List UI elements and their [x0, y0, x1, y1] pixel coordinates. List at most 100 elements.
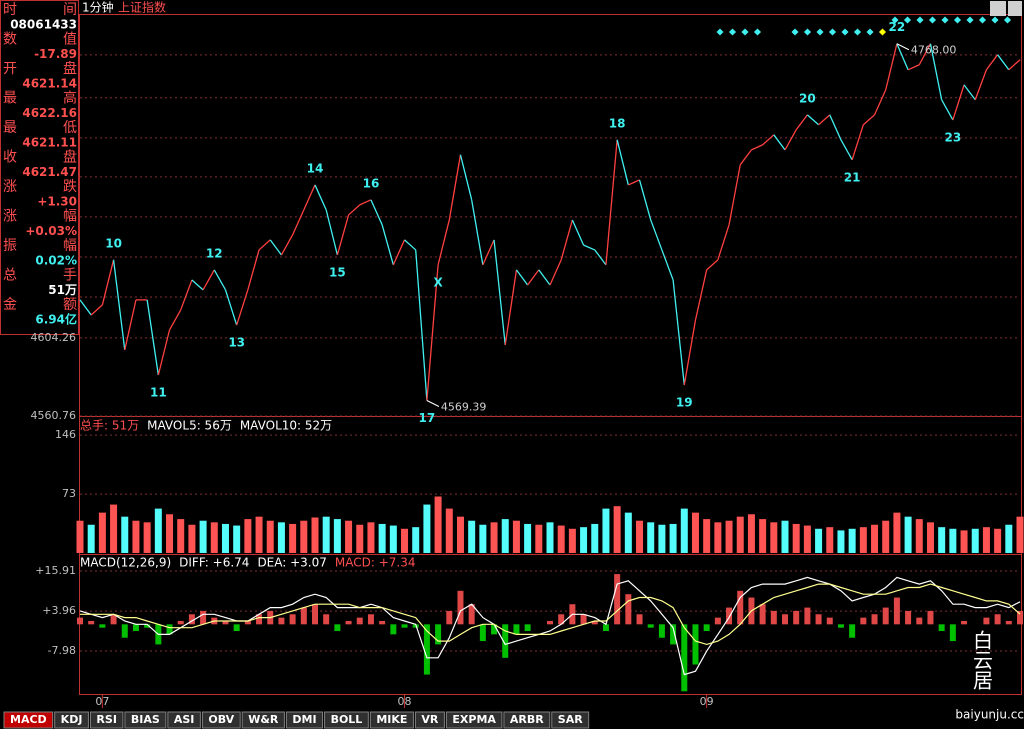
period[interactable]: 1分钟: [82, 0, 114, 15]
indicator-tab[interactable]: KDJ: [54, 711, 89, 729]
macd-bar: [547, 620, 553, 625]
info-value: 4621.11: [22, 136, 77, 150]
volume-bar: [747, 514, 755, 553]
tool-icon[interactable]: [990, 1, 1006, 16]
macd-bar: [278, 617, 285, 625]
macd-bar: [88, 620, 95, 625]
macd-bar: [826, 617, 833, 625]
price-segment: [482, 239, 495, 266]
price-segment: [706, 259, 719, 271]
volume-bar: [221, 523, 229, 553]
price-segment: [862, 114, 875, 126]
price-segment: [762, 134, 775, 146]
volume-bar: [512, 520, 520, 553]
indicator-tab[interactable]: W&R: [241, 711, 285, 729]
price-segment: [191, 279, 204, 291]
tab-label[interactable]: ASI: [174, 713, 195, 726]
info-value: 4621.14: [22, 77, 77, 91]
signal-dot: [978, 16, 987, 24]
macd-bar: [457, 590, 464, 625]
indicator-tab[interactable]: ARBR: [503, 711, 551, 729]
macd-bar: [121, 624, 128, 638]
macd-bar: [614, 574, 621, 625]
macd-bar: [893, 597, 900, 625]
indicator-tab[interactable]: BIAS: [124, 711, 167, 729]
tab-background: [285, 711, 324, 729]
price-segment: [661, 249, 674, 281]
signal-dot: [966, 16, 974, 24]
price-segment: [224, 289, 238, 326]
volume-bar: [468, 520, 476, 553]
symbol[interactable]: 上证指数: [118, 0, 166, 15]
macd-bar: [379, 620, 386, 625]
wave-label: 21: [844, 170, 861, 184]
macd-bar: [177, 620, 184, 625]
tab-background: [201, 711, 241, 729]
price-segment: [202, 269, 215, 291]
wave-label: 10: [105, 236, 122, 250]
tab-label[interactable]: MACD: [10, 713, 47, 726]
macd-bar: [289, 614, 296, 625]
tab-label[interactable]: KDJ: [61, 713, 83, 726]
indicator-tab[interactable]: MIKE: [369, 711, 414, 729]
volume-bar: [960, 530, 968, 553]
tab-label[interactable]: BIAS: [131, 713, 160, 726]
indicator-tab[interactable]: EXPMA: [445, 711, 503, 729]
tab-label[interactable]: SAR: [558, 713, 583, 726]
tab-label[interactable]: RSI: [96, 713, 117, 726]
tab-label[interactable]: W&R: [248, 713, 279, 726]
tab-label[interactable]: EXPMA: [452, 713, 496, 726]
tab-background: [369, 711, 414, 729]
price-segment: [404, 239, 417, 251]
indicator-tab[interactable]: DMI: [285, 711, 324, 729]
volume-bar: [110, 504, 118, 553]
volume-bar: [546, 522, 554, 553]
indicator-tab[interactable]: BOLL: [324, 711, 369, 729]
tab-label[interactable]: ARBR: [510, 713, 544, 726]
legend-text: DIFF: +6.74: [179, 556, 249, 570]
price-segment: [829, 114, 842, 141]
price-segment: [314, 184, 327, 211]
info-label: 时间: [3, 2, 123, 18]
macd-bar: [580, 614, 587, 625]
macd-bar: [837, 624, 844, 628]
indicator-tab[interactable]: SAR: [551, 711, 590, 729]
volume-bar: [277, 522, 285, 553]
info-label: 最高: [3, 90, 123, 107]
signal-dot: [753, 28, 762, 36]
wave-label: X: [433, 275, 443, 289]
volume-bar: [770, 522, 778, 553]
info-value: 4622.16: [22, 106, 77, 120]
volume-bar: [233, 525, 241, 553]
price-segment: [101, 259, 115, 306]
indicator-tab[interactable]: RSI: [89, 711, 124, 729]
price-segment: [941, 99, 954, 121]
volume-bar: [412, 527, 420, 553]
volume-bar: [904, 516, 912, 553]
watermark-url: baiyunju.cc: [955, 708, 1024, 722]
volume-bar: [926, 522, 934, 553]
indicator-tab[interactable]: MACD: [3, 711, 54, 729]
tab-label[interactable]: VR: [421, 713, 439, 726]
indicator-tab[interactable]: ASI: [167, 711, 201, 729]
info-value: 6.94亿: [35, 312, 77, 327]
tab-background: [551, 711, 590, 729]
price-segment: [336, 214, 350, 256]
macd-bar: [468, 604, 475, 625]
price-segment: [538, 269, 551, 286]
macd-bar: [345, 620, 352, 625]
tab-label[interactable]: MIKE: [376, 713, 407, 726]
macd-bar: [222, 620, 229, 625]
price-segment: [974, 69, 988, 101]
indicator-tab[interactable]: OBV: [201, 711, 241, 729]
indicator-tab[interactable]: VR: [414, 711, 445, 729]
volume-bar: [154, 508, 162, 553]
price-segment: [751, 144, 763, 151]
tool-icon[interactable]: [1008, 1, 1022, 16]
tab-label[interactable]: BOLL: [331, 713, 363, 726]
macd-bar: [233, 624, 240, 632]
tab-label[interactable]: DMI: [292, 713, 316, 726]
macd-bar: [244, 620, 251, 625]
tab-label[interactable]: OBV: [208, 713, 234, 726]
